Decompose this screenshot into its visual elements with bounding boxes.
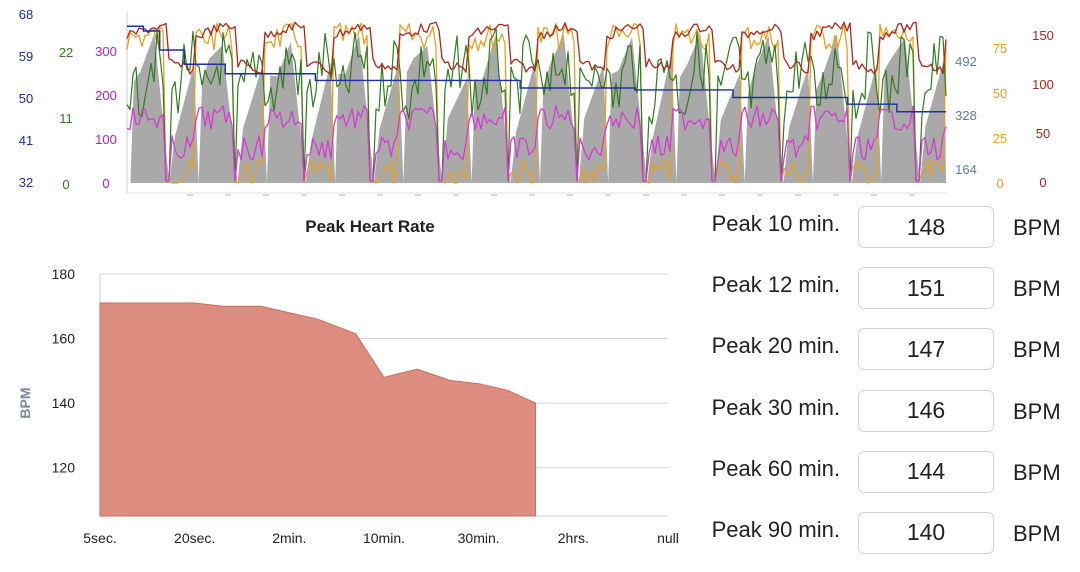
peak-unit: BPM (1013, 520, 1061, 546)
peak-value-field: 147 (858, 328, 994, 371)
y-tick-label: 150 (1032, 28, 1054, 43)
peak-value-field: 151 (858, 267, 994, 310)
x-tick-label: 5sec. (83, 530, 116, 546)
y-tick-label: 492 (955, 54, 977, 69)
peak-unit: BPM (1013, 215, 1061, 240)
series-orange-line (126, 22, 947, 184)
peak-unit: BPM (1013, 459, 1061, 485)
peak-row-12min: Peak 12 min. 151 BPM (690, 266, 1075, 327)
multi-metric-chart: 68 59 50 41 32 22 11 0 300 200 100 0 492 328 164 75 50 25… (19, 7, 1054, 196)
peak-unit: BPM (1013, 337, 1061, 363)
y-tick-label: 59 (19, 49, 33, 64)
y-tick-label: 100 (1032, 77, 1054, 92)
series-magenta-line (126, 104, 947, 182)
peak-row-90min: Peak 90 min. 140 BPM (690, 511, 1075, 572)
peak-row-60min: Peak 60 min. 144 BPM (690, 450, 1075, 511)
peak-row-30min: Peak 30 min. 146 BPM (690, 389, 1075, 450)
y-tick-label: 300 (95, 44, 117, 59)
y-axis-label: BPM (17, 388, 33, 419)
peak-row-10min: Peak 10 min. 148 BPM (690, 205, 1075, 266)
peak-value-field: 146 (858, 389, 994, 432)
peak-label: Peak 12 min. (711, 272, 840, 298)
x-tick-label: 30min. (458, 530, 500, 546)
y-tick-label: 164 (955, 162, 977, 177)
y-tick-label: 160 (52, 331, 76, 347)
peak-values-panel: Peak 10 min. 148 BPM Peak 12 min. 151 BP… (690, 205, 1075, 572)
y-tick-label: 180 (52, 266, 76, 282)
heart-rate-area (99, 302, 536, 517)
y-tick-label: 50 (993, 86, 1007, 101)
y-tick-label: 50 (1036, 126, 1050, 141)
peak-label: Peak 10 min. (711, 211, 840, 236)
peak-label: Peak 30 min. (711, 394, 840, 420)
y-tick-label: 100 (95, 132, 117, 147)
y-tick-label: 0 (996, 176, 1003, 191)
y-tick-label: 120 (52, 460, 76, 476)
peak-value-field: 140 (858, 511, 994, 554)
peak-label: Peak 60 min. (711, 455, 840, 481)
y-tick-label: 32 (19, 175, 33, 190)
y-tick-label: 75 (993, 41, 1007, 56)
chart-title: Peak Heart Rate (305, 217, 434, 236)
peak-unit: BPM (1013, 276, 1061, 302)
y-tick-label: 328 (955, 108, 977, 123)
peak-label: Peak 20 min. (711, 333, 840, 359)
peak-heart-rate-chart: Peak Heart Rate BPM 120 140 160 180 5sec. 20sec… (17, 217, 679, 546)
y-tick-label: 0 (1039, 175, 1046, 190)
y-tick-label: 140 (52, 395, 76, 411)
peak-unit: BPM (1013, 398, 1061, 424)
y-tick-label: 25 (993, 131, 1007, 146)
peak-value-field: 144 (858, 450, 994, 493)
y-tick-label: 68 (19, 7, 33, 22)
y-tick-label: 41 (19, 133, 33, 148)
series-blue-step-line (127, 25, 946, 113)
y-tick-label: 0 (102, 176, 109, 191)
x-tick-label: 20sec. (174, 530, 215, 546)
y-tick-label: 0 (62, 177, 69, 192)
x-tick-label: 2min. (272, 530, 306, 546)
y-tick-label: 11 (59, 111, 73, 126)
series-red-line (126, 21, 947, 76)
y-tick-label: 22 (59, 45, 73, 60)
y-tick-label: 200 (95, 88, 117, 103)
peak-label: Peak 90 min. (711, 516, 840, 542)
x-tick-label: 2hrs. (558, 530, 589, 546)
y-tick-label: 50 (19, 91, 33, 106)
peak-value-field: 148 (858, 206, 994, 248)
x-tick-label: null (657, 530, 679, 546)
peak-row-20min: Peak 20 min. 147 BPM (690, 327, 1075, 388)
x-tick-label: 10min. (363, 530, 405, 546)
